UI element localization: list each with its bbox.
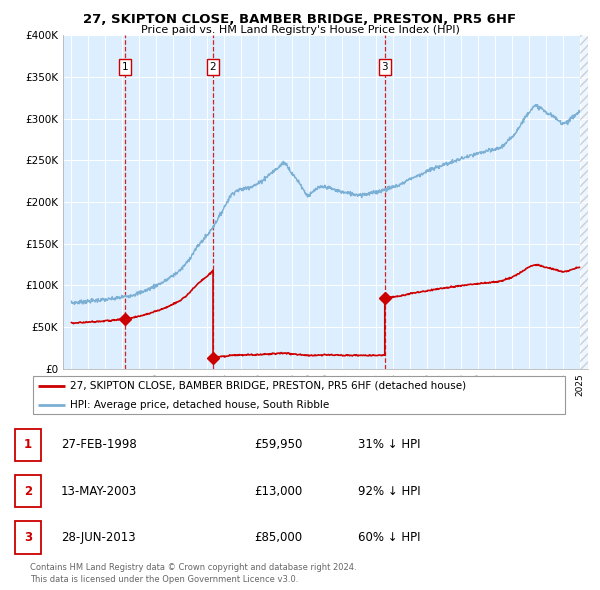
FancyBboxPatch shape	[15, 429, 41, 461]
Text: £59,950: £59,950	[254, 438, 302, 451]
FancyBboxPatch shape	[15, 521, 41, 553]
Text: 1: 1	[122, 62, 128, 72]
FancyBboxPatch shape	[33, 376, 565, 414]
Text: 3: 3	[382, 62, 388, 72]
Text: 3: 3	[24, 531, 32, 544]
Text: Contains HM Land Registry data © Crown copyright and database right 2024.: Contains HM Land Registry data © Crown c…	[30, 563, 356, 572]
Text: 92% ↓ HPI: 92% ↓ HPI	[358, 484, 420, 498]
Text: 27-FEB-1998: 27-FEB-1998	[61, 438, 137, 451]
Text: 2: 2	[210, 62, 217, 72]
Text: 13-MAY-2003: 13-MAY-2003	[61, 484, 137, 498]
Text: £13,000: £13,000	[254, 484, 302, 498]
Text: HPI: Average price, detached house, South Ribble: HPI: Average price, detached house, Sout…	[71, 400, 330, 410]
Text: 27, SKIPTON CLOSE, BAMBER BRIDGE, PRESTON, PR5 6HF (detached house): 27, SKIPTON CLOSE, BAMBER BRIDGE, PRESTO…	[71, 381, 467, 391]
Text: 28-JUN-2013: 28-JUN-2013	[61, 531, 136, 544]
FancyBboxPatch shape	[15, 475, 41, 507]
Text: 27, SKIPTON CLOSE, BAMBER BRIDGE, PRESTON, PR5 6HF: 27, SKIPTON CLOSE, BAMBER BRIDGE, PRESTO…	[83, 13, 517, 26]
Text: 2: 2	[24, 484, 32, 498]
Text: 60% ↓ HPI: 60% ↓ HPI	[358, 531, 420, 544]
Text: This data is licensed under the Open Government Licence v3.0.: This data is licensed under the Open Gov…	[30, 575, 298, 584]
Bar	[580, 35, 588, 369]
Text: £85,000: £85,000	[254, 531, 302, 544]
Text: 1: 1	[24, 438, 32, 451]
Text: Price paid vs. HM Land Registry's House Price Index (HPI): Price paid vs. HM Land Registry's House …	[140, 25, 460, 35]
Text: 31% ↓ HPI: 31% ↓ HPI	[358, 438, 420, 451]
